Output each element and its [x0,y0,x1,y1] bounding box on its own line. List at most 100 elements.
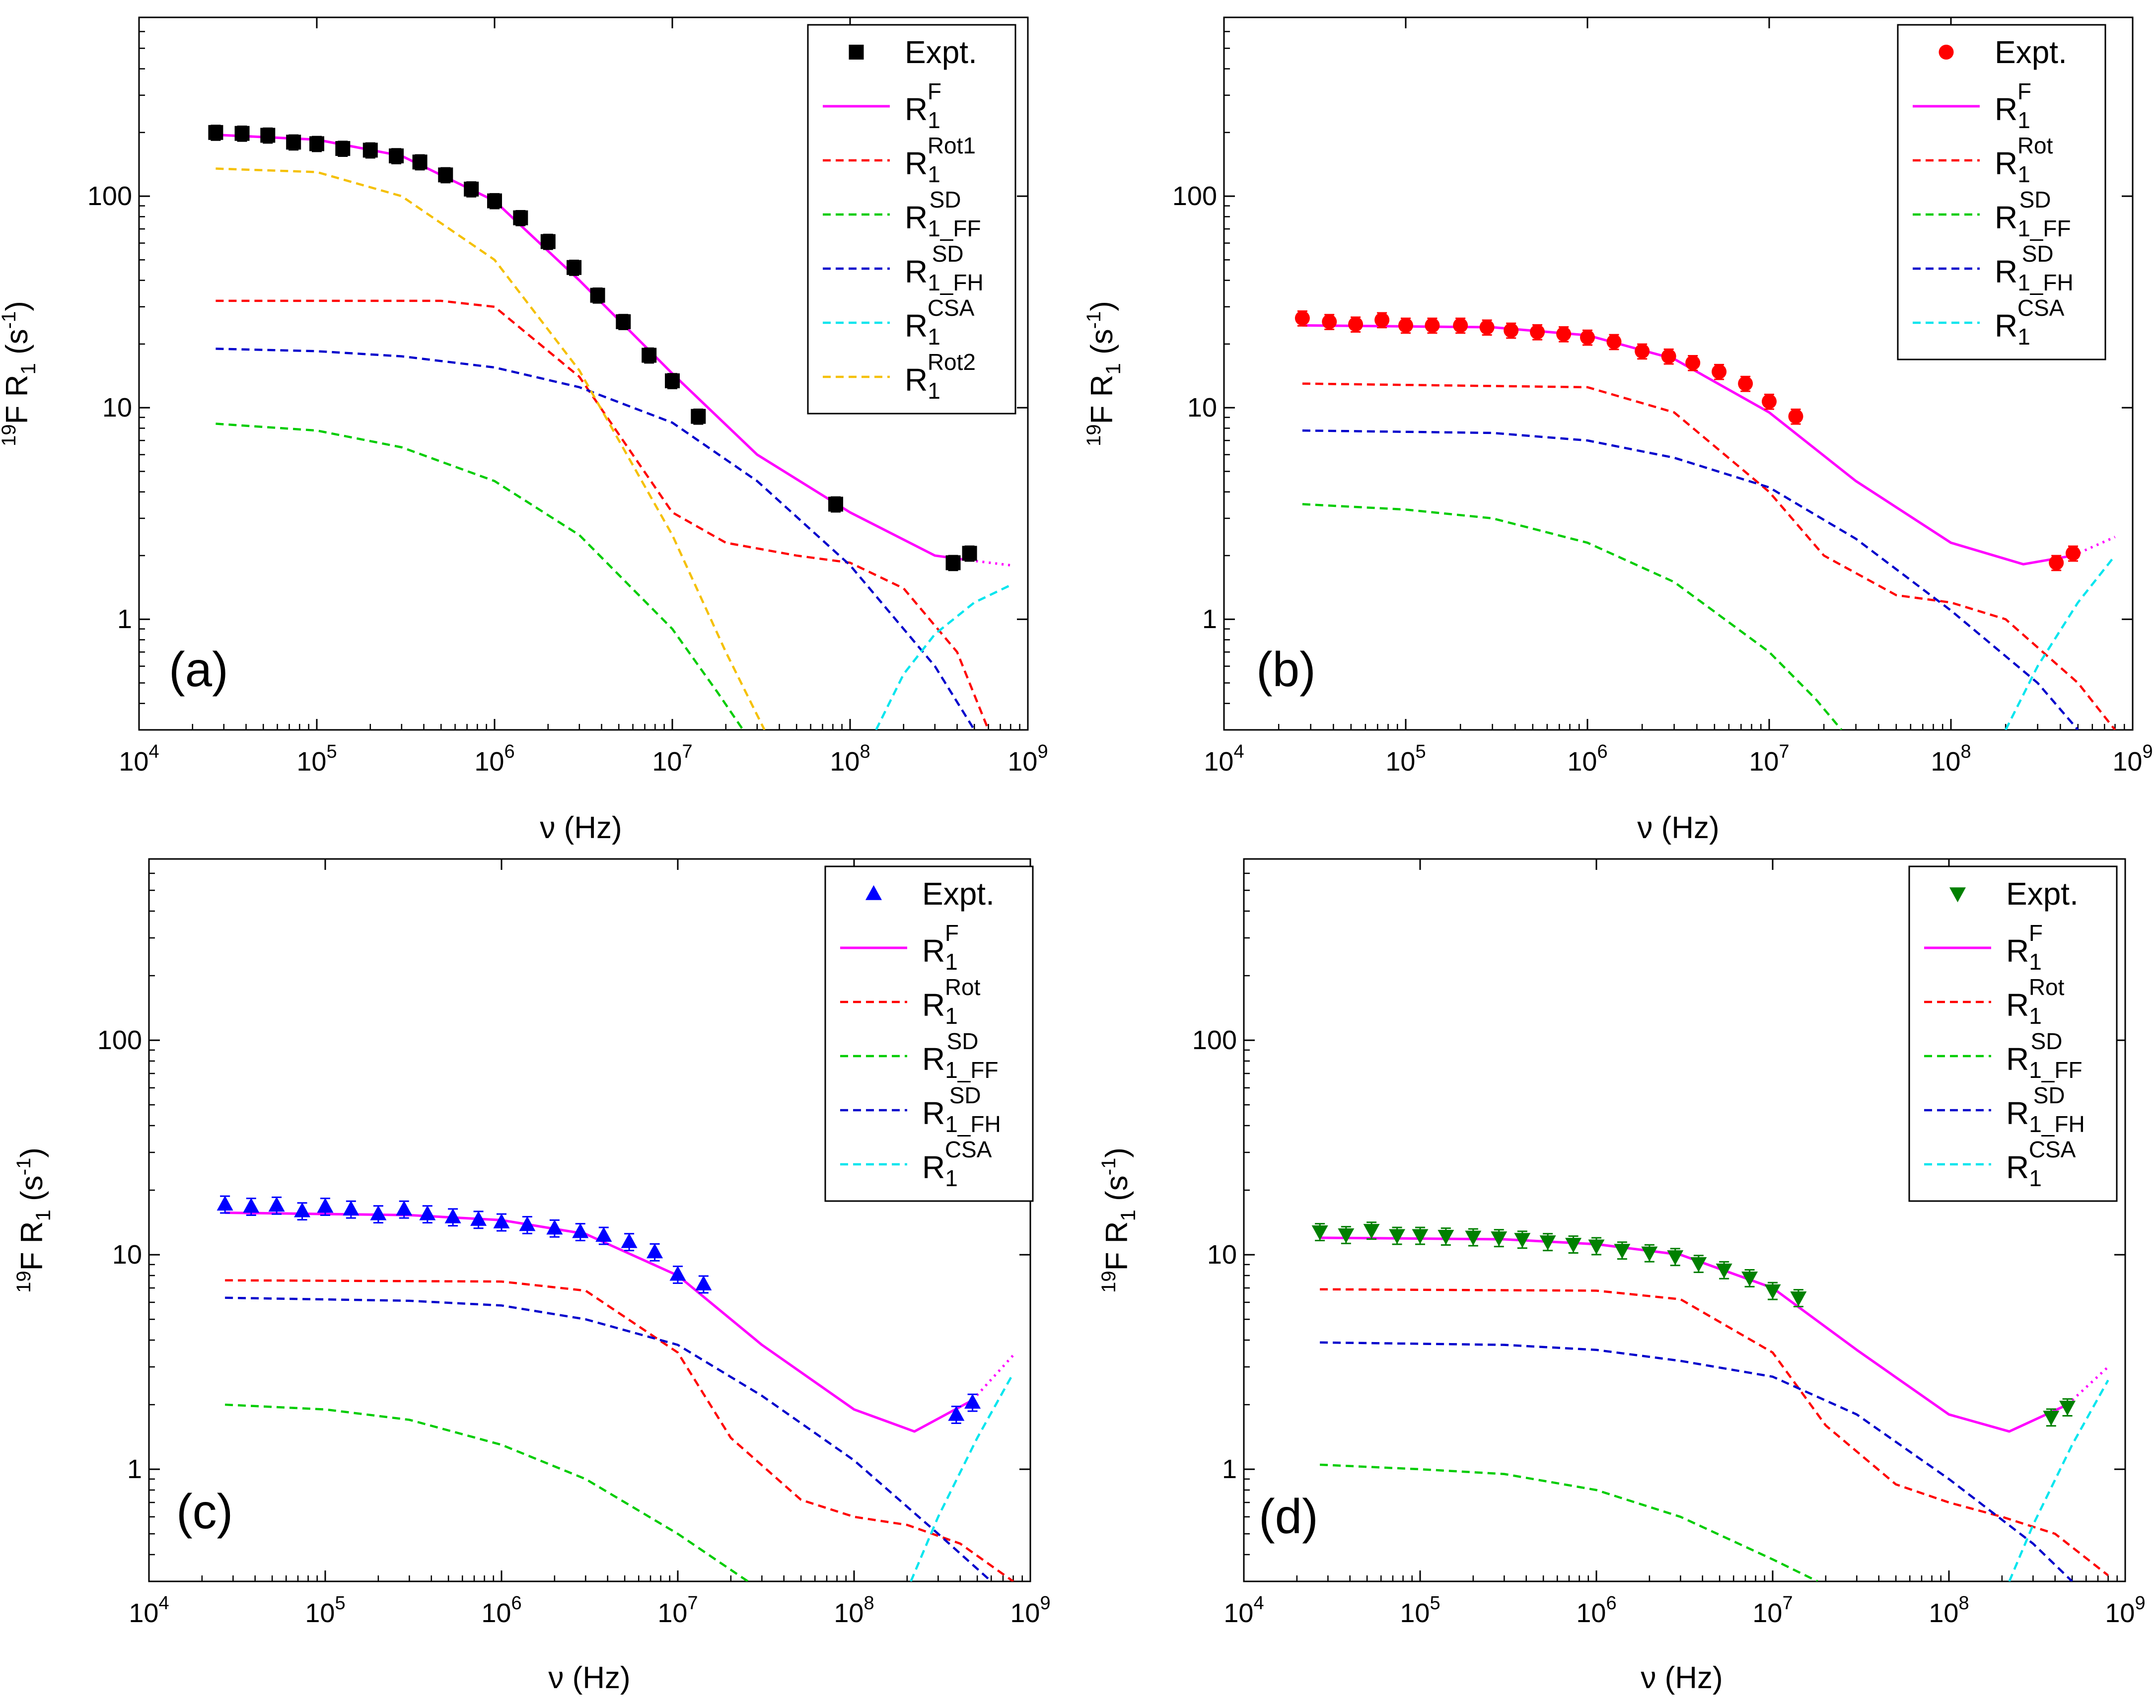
y-label-sup: 19 [1083,424,1105,446]
y-label-tail: (s [1100,1175,1134,1210]
legend-label-sd_ff: R1_FFSD [1995,187,2071,241]
expt-point [1588,1239,1605,1255]
x-tick-base: 10 [1567,747,1597,777]
expt-point [1338,1228,1355,1243]
x-tick-label: 105 [1385,741,1426,777]
expt-point [540,234,556,249]
x-tick-exp: 6 [1606,1593,1616,1614]
x-tick-label: 108 [1931,741,1971,777]
legend-main: R [922,987,945,1023]
x-tick-label: 106 [481,1593,521,1628]
expt-point [444,1208,461,1223]
y-label-close: ) [1085,301,1119,311]
y-label-tail: (s [1085,329,1119,363]
legend-sup: SD [2033,1082,2065,1108]
expt-point [1667,1250,1684,1266]
legend-sup: SD [947,1028,979,1054]
legend-main: R [922,1095,945,1131]
legend-label-expt: Expt. [922,876,995,912]
series-line-sd_ff [1302,503,1843,730]
legend-main: R [2006,1149,2029,1185]
expt-point [1437,1230,1454,1245]
series-line-sd_fh [225,1296,992,1581]
legend-label-sd_fh: R1_FH SD [2006,1082,2085,1137]
expt-point [1762,394,1777,409]
panel-label-a: (a) [169,642,228,697]
y-label-exp: -1 [1083,311,1105,329]
series-line-fit-extrapolated [2066,1366,2109,1406]
legend-sub: 1_FF [2017,215,2071,241]
y-label-close: ) [1100,1147,1134,1158]
x-tick-base: 10 [1204,747,1233,777]
expt-point [642,348,657,363]
x-axis-label-d: ν (Hz) [1641,1661,1723,1695]
y-tick-label: 100 [1172,181,1217,211]
expt-point [2049,555,2064,570]
y-axis-label-text: 19F R1 (s-1) [1098,1147,1140,1293]
legend-label-fit: R1 F [1995,78,2031,133]
expt-point [1539,1235,1556,1251]
legend-main: R [1995,308,2017,344]
x-tick-exp: 6 [1597,741,1607,762]
expt-point [691,409,706,424]
y-label-close: ) [15,1147,49,1158]
panel-label-c: (c) [176,1484,233,1539]
expt-point [487,193,502,209]
legend-sub: 1 [928,378,940,404]
x-axis-label-b: ν (Hz) [1637,811,1719,845]
expt-point [1790,1291,1807,1307]
legend-swatch-expt [1939,45,1954,60]
y-label-sub: 1 [16,363,40,374]
legend-label-rot: R1 Rot [2006,974,2065,1029]
x-tick-exp: 7 [1782,1593,1793,1614]
expt-point [1712,364,1727,379]
x-tick-label: 104 [119,741,159,777]
x-tick-label: 106 [474,741,514,777]
legend-sub: 1 [2029,949,2042,975]
legend-sub: 1 [2029,1003,2042,1029]
x-tick-base: 10 [1929,1598,1958,1628]
series-line-sd_ff [225,1403,749,1581]
panel-label-d: (d) [1259,1489,1318,1544]
series-line-sd_fh [1302,429,2079,730]
legend-label-csa: R1 CSA [1995,295,2065,350]
x-tick-label: 107 [652,741,692,777]
data-layer [1294,310,2116,730]
y-tick-label: 100 [97,1025,142,1055]
expt-point [513,210,528,225]
expt-point [1453,318,1468,333]
expt-point [1614,1244,1631,1259]
data-layer [208,125,1011,730]
expt-point [962,546,977,561]
legend-sub: 1 [2029,1165,2042,1191]
legend-main: R [922,1041,945,1077]
expt-point [616,314,631,329]
x-tick-base: 10 [652,747,682,777]
x-tick-exp: 5 [335,1593,345,1614]
axis-frame [148,858,1031,1582]
legend-sub: 1 [928,107,940,133]
expt-point [1294,310,1310,326]
expt-point [243,1198,260,1213]
expt-point [546,1219,563,1235]
legend-label-rot1: R1 Rot1 [905,133,976,187]
x-tick-base: 10 [1385,747,1415,777]
y-tick-label: 1 [1222,1454,1237,1484]
panel-label-b: (b) [1256,642,1316,697]
legend-sub: 1_FH [2029,1111,2084,1137]
expt-point [1479,320,1495,335]
legend-main: R [922,933,945,969]
y-axis-label-text: 19F R1 (s-1) [13,1147,55,1293]
x-tick-label: 104 [1223,1593,1264,1628]
x-tick-label: 105 [305,1593,345,1628]
legend-label-expt: Expt. [2006,876,2079,912]
legend-main: R [1995,91,2017,127]
expt-point [519,1216,536,1231]
legend-sub: 1 [945,949,958,975]
x-tick-label: 109 [2105,1593,2145,1628]
y-label-main: F R [0,375,34,425]
